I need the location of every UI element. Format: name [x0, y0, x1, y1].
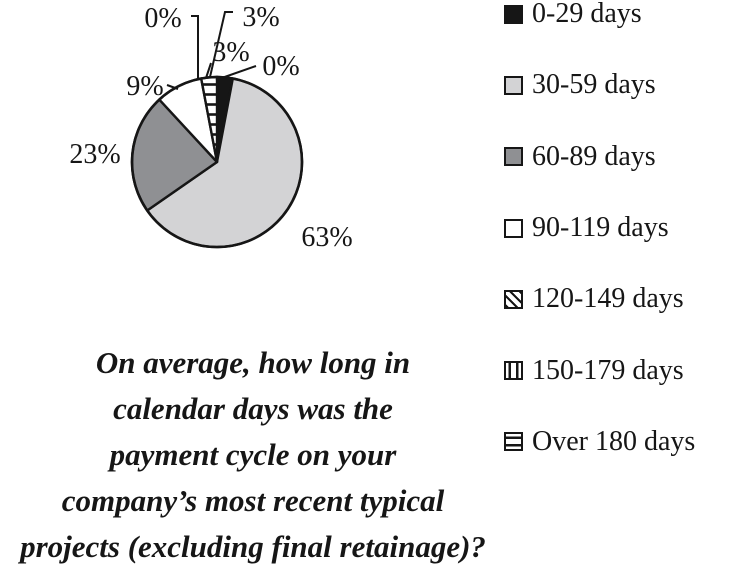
legend-item-over-180: Over 180 days	[504, 406, 695, 477]
leader-line-120-149	[191, 15, 199, 79]
leader-line-150-179	[205, 62, 212, 79]
legend-label: 30-59 days	[532, 69, 656, 101]
caption-line: calendar days was the	[113, 390, 393, 426]
legend-item-120-149: 120-149 days	[504, 264, 695, 335]
leader-line-0-29	[209, 11, 233, 78]
swatch-horizontal-lines-icon	[504, 432, 523, 452]
legend-item-0-29: 0-29 days	[504, 0, 695, 50]
legend-item-30-59: 30-59 days	[504, 50, 695, 121]
legend-item-60-89: 60-89 days	[504, 121, 695, 192]
pct-label-0-29: 3%	[242, 2, 279, 33]
caption-line: projects (excluding final retainage)?	[20, 528, 486, 564]
pct-label-90-119: 9%	[126, 71, 163, 102]
leader-line-90-119	[166, 84, 179, 90]
legend-label: Over 180 days	[532, 425, 696, 457]
swatch-black-icon	[504, 4, 523, 24]
legend: 0-29 days 30-59 days 60-89 days 90-119 d…	[504, 0, 695, 478]
swatch-light-gray-icon	[504, 75, 523, 95]
pie-outline	[130, 75, 304, 249]
pct-label-30-59: 63%	[301, 222, 352, 253]
legend-label: 120-149 days	[532, 283, 684, 315]
legend-item-150-179: 150-179 days	[504, 335, 695, 406]
pct-label-120-149: 0%	[144, 3, 181, 34]
pct-label-60-89: 23%	[69, 139, 120, 170]
legend-label: 150-179 days	[532, 354, 684, 386]
legend-label: 0-29 days	[532, 0, 642, 30]
caption-line: company’s most recent typical	[61, 482, 445, 518]
swatch-vertical-lines-icon	[504, 361, 523, 381]
chart-question-caption: On average, how long in calendar days wa…	[0, 340, 506, 570]
legend-label: 90-119 days	[532, 212, 669, 244]
legend-item-90-119: 90-119 days	[504, 192, 695, 263]
pct-label-over-180: 0%	[262, 51, 299, 82]
swatch-diagonal-dots-icon	[504, 289, 523, 309]
pct-label-150-179: 3%	[212, 37, 249, 68]
caption-line: On average, how long in	[95, 345, 411, 380]
swatch-dark-gray-icon	[504, 147, 523, 167]
caption-line: payment cycle on your	[109, 436, 397, 472]
swatch-white-icon	[504, 218, 523, 238]
legend-label: 60-89 days	[532, 140, 656, 172]
pie-chart: 0% 3% 3% 0% 9% 23% 63%	[69, 2, 352, 253]
leader-line-over-180	[215, 65, 257, 81]
